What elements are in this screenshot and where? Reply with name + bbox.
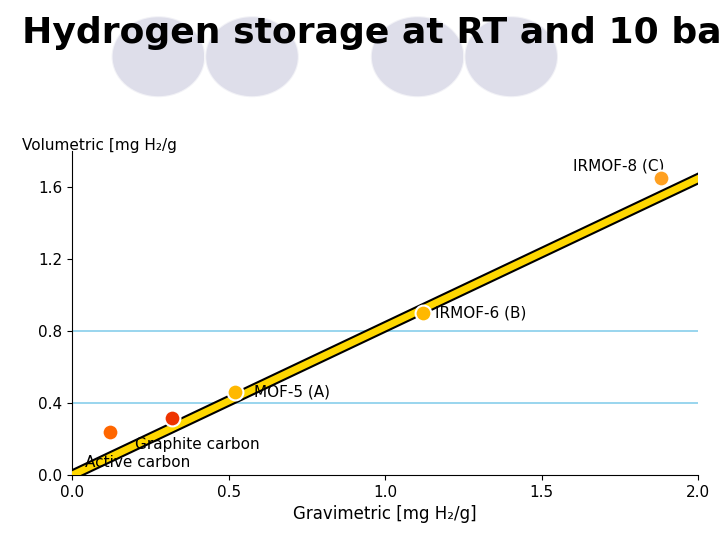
Point [229,388,240,397]
Text: IRMOF-8 (C): IRMOF-8 (C) [573,158,665,173]
Point [166,413,178,422]
Text: Hydrogen storage at RT and 10 bar: Hydrogen storage at RT and 10 bar [22,16,720,50]
X-axis label: Gravimetric [mg H₂/g]: Gravimetric [mg H₂/g] [293,505,477,523]
Text: IRMOF-6 (B): IRMOF-6 (B) [436,306,527,321]
Point [655,174,667,183]
Text: Graphite carbon: Graphite carbon [135,437,259,452]
Text: MOF-5 (A): MOF-5 (A) [253,385,330,400]
Point [104,428,115,436]
Text: Active carbon: Active carbon [84,455,190,470]
Text: Volumetric [mg H₂/g: Volumetric [mg H₂/g [22,138,176,153]
Point [417,309,428,318]
